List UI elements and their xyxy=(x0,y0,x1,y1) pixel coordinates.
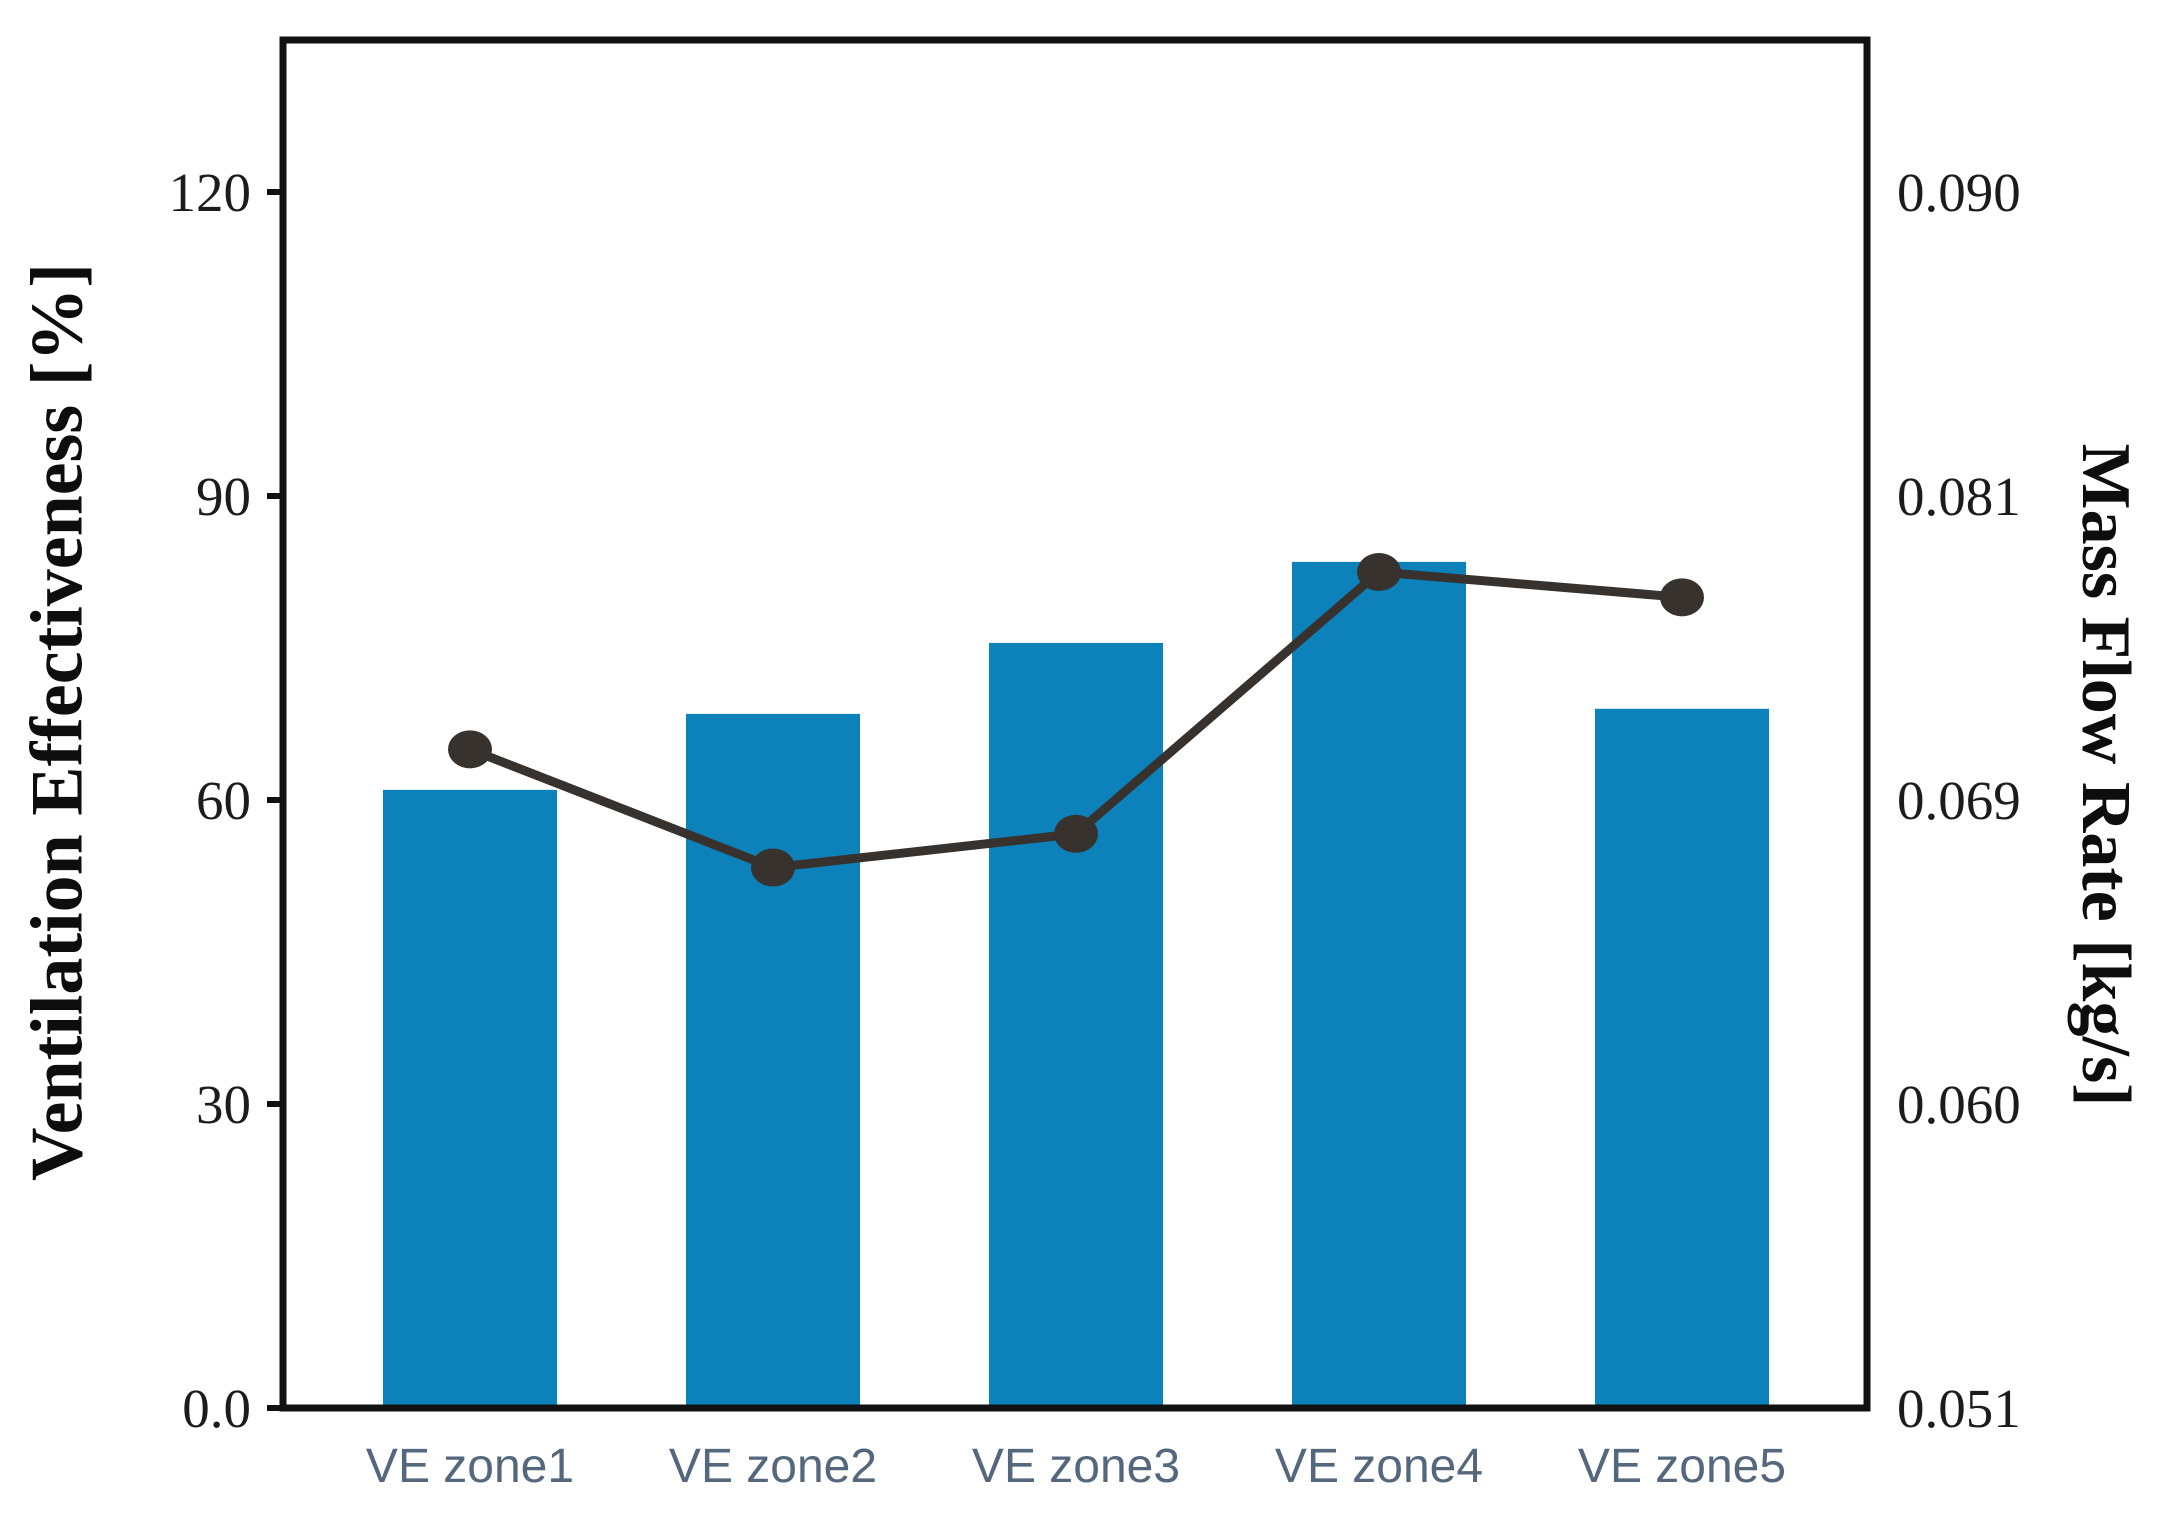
x-tick-label-ve-zone4: VE zone4 xyxy=(1275,1440,1483,1493)
right-tick-label-0.051: 0.051 xyxy=(1897,1378,2021,1439)
x-tick-label-ve-zone1: VE zone1 xyxy=(366,1440,574,1493)
x-tick-label-ve-zone5: VE zone5 xyxy=(1578,1440,1786,1493)
line-marker-ve-zone2 xyxy=(751,848,795,887)
left-axis-title: Ventilation Effectiveness [%] xyxy=(16,262,99,1182)
bar-ve-zone2 xyxy=(686,713,860,1408)
line-marker-ve-zone3 xyxy=(1054,814,1098,853)
bar-ve-zone1 xyxy=(383,789,557,1408)
line-marker-ve-zone4 xyxy=(1357,553,1401,591)
right-tick-label-0.060: 0.060 xyxy=(1897,1074,2021,1135)
bar-ve-zone5 xyxy=(1595,708,1769,1408)
left-tick-label-0.0: 0.0 xyxy=(182,1378,251,1439)
line-marker-ve-zone1 xyxy=(448,730,492,769)
plot-frame xyxy=(279,36,1871,1412)
right-tick-label-0.069: 0.069 xyxy=(1897,770,2021,831)
x-tick-label-ve-zone3: VE zone3 xyxy=(972,1440,1180,1493)
x-tick-label-ve-zone2: VE zone2 xyxy=(669,1440,877,1493)
left-tick-label-60: 60 xyxy=(196,770,251,831)
right-tick-label-0.081: 0.081 xyxy=(1897,466,2021,527)
left-tick-label-120: 120 xyxy=(169,162,252,223)
right-tick-label-0.090: 0.090 xyxy=(1897,162,2021,223)
right-axis-title: Mass Flow Rate [kg/s] xyxy=(2067,443,2144,1107)
line-marker-ve-zone5 xyxy=(1660,578,1704,617)
bar-ve-zone4 xyxy=(1292,561,1466,1408)
left-tick-label-90: 90 xyxy=(196,466,251,527)
left-tick-label-30: 30 xyxy=(196,1074,251,1135)
bar-ve-zone3 xyxy=(989,642,1163,1408)
